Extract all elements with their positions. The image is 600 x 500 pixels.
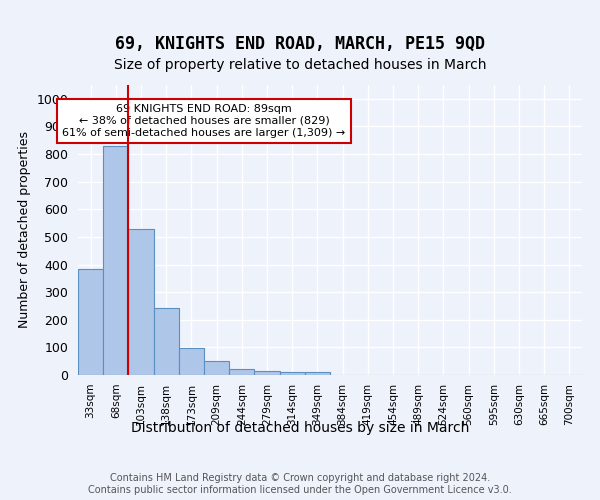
Text: 69, KNIGHTS END ROAD, MARCH, PE15 9QD: 69, KNIGHTS END ROAD, MARCH, PE15 9QD bbox=[115, 34, 485, 52]
Bar bbox=[78, 269, 103, 375]
Text: 69 KNIGHTS END ROAD: 89sqm
← 38% of detached houses are smaller (829)
61% of sem: 69 KNIGHTS END ROAD: 89sqm ← 38% of deta… bbox=[62, 104, 346, 138]
Bar bbox=[179, 348, 204, 375]
Bar bbox=[103, 146, 128, 375]
Bar bbox=[280, 372, 305, 375]
Text: Distribution of detached houses by size in March: Distribution of detached houses by size … bbox=[131, 421, 469, 435]
Bar bbox=[128, 229, 154, 375]
Bar bbox=[204, 361, 229, 375]
Bar bbox=[305, 372, 330, 375]
Text: Size of property relative to detached houses in March: Size of property relative to detached ho… bbox=[114, 58, 486, 72]
Bar bbox=[154, 308, 179, 375]
Text: Contains HM Land Registry data © Crown copyright and database right 2024.
Contai: Contains HM Land Registry data © Crown c… bbox=[88, 474, 512, 495]
Bar bbox=[229, 370, 254, 375]
Y-axis label: Number of detached properties: Number of detached properties bbox=[18, 132, 31, 328]
Bar bbox=[254, 371, 280, 375]
